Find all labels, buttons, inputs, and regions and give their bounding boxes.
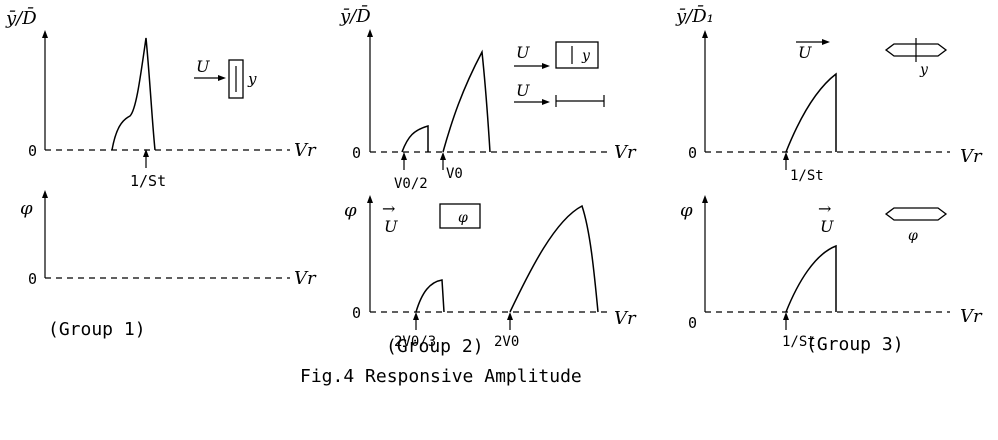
g3-bottom-marker-head — [783, 312, 789, 320]
g2-bottom-marker2-label: 2V0 — [494, 334, 519, 350]
g2-top-curve-large — [443, 52, 490, 152]
g2-rot-flow-arrow-label: → — [382, 199, 395, 218]
g3-rot-flow-label: U — [820, 217, 834, 236]
g2-bottom-marker1-head — [413, 312, 419, 320]
g3-top-marker-head — [783, 152, 789, 160]
g2-section-icon-1 — [556, 42, 598, 68]
group-1: ȳ/D̄ 0 Vr 1/St U y φ 0 Vr (Group 1) — [5, 6, 317, 340]
g1-top-ylabel: ȳ/D̄ — [5, 6, 37, 29]
g2-bottom-ylabel: φ — [344, 200, 357, 221]
g3-top-xlabel: Vr — [960, 146, 983, 167]
g1-group-label: (Group 1) — [48, 319, 146, 340]
g2-top-marker2-head — [440, 152, 446, 160]
g3-top-marker-label: 1/St — [790, 168, 824, 184]
g2-top-marker2-label: V0 — [446, 166, 463, 182]
g1-top-curve — [112, 38, 155, 150]
g2-top-marker1-label: V0/2 — [394, 176, 428, 192]
g3-bottom-ylabel: φ — [680, 200, 693, 221]
g1-top-origin: 0 — [28, 142, 37, 160]
g2-bottom-xlabel: Vr — [614, 308, 637, 329]
g2-top-marker1-head — [401, 152, 407, 160]
g3-top-curve — [786, 74, 836, 152]
g2-disp-label: y — [581, 48, 591, 64]
g1-top-y-arrow — [42, 30, 48, 38]
g1-bottom-origin: 0 — [28, 270, 37, 288]
g2-top-origin: 0 — [352, 144, 361, 162]
g1-top-marker-label: 1/St — [130, 172, 166, 190]
g2-flow-arrow-head-2 — [542, 99, 550, 105]
g1-disp-label: y — [247, 70, 257, 88]
g2-top-ylabel: ȳ/D̄ — [339, 4, 371, 27]
g1-bottom-xlabel: Vr — [294, 268, 317, 289]
group-3: ȳ/D̄₁ 0 Vr 1/St U y φ 0 Vr 1/St → U φ (G… — [675, 4, 983, 355]
g3-top-y-arrow — [702, 30, 708, 38]
g2-bottom-y-arrow — [367, 195, 373, 203]
g3-group-label: (Group 3) — [806, 334, 904, 355]
g2-bottom-curve-small — [416, 280, 444, 312]
g2-flow-label-2: U — [516, 81, 530, 100]
figure-caption: Fig.4 Responsive Amplitude — [300, 366, 582, 387]
g3-rot-label: φ — [908, 228, 918, 244]
g3-bottom-curve — [786, 246, 836, 312]
g3-top-ylabel: ȳ/D̄₁ — [675, 4, 714, 27]
g3-bottom-xlabel: Vr — [960, 306, 983, 327]
g3-rot-flow-arrow-label: → — [818, 199, 831, 218]
g2-group-label: (Group 2) — [386, 336, 484, 357]
group-2: ȳ/D̄ 0 Vr V0/2 V0 U y U φ 0 Vr — [339, 4, 637, 357]
g2-top-xlabel: Vr — [614, 142, 637, 163]
g2-top-curve-small — [402, 126, 428, 152]
g3-rot-section-icon — [886, 208, 946, 220]
g3-top-origin: 0 — [688, 144, 697, 162]
g3-flow-arrow-head — [822, 39, 830, 45]
g2-rot-label: φ — [458, 210, 468, 226]
g2-bottom-curve-large — [510, 206, 598, 312]
g1-bottom-y-arrow — [42, 190, 48, 198]
g1-top-xlabel: Vr — [294, 140, 317, 161]
g1-flow-arrow-head — [218, 75, 226, 81]
g1-flow-label: U — [196, 57, 210, 76]
g2-rot-flow-label: U — [384, 217, 398, 236]
g3-bottom-origin: 0 — [688, 314, 697, 332]
g2-top-y-arrow — [367, 29, 373, 37]
g2-bottom-marker2-head — [507, 312, 513, 320]
g3-flow-label: U — [798, 43, 812, 62]
g2-flow-arrow-head-1 — [542, 63, 550, 69]
g1-bottom-ylabel: φ — [20, 198, 33, 219]
g2-bottom-origin: 0 — [352, 304, 361, 322]
g2-flow-label-1: U — [516, 43, 530, 62]
g3-disp-label: y — [919, 62, 929, 78]
g3-bottom-y-arrow — [702, 195, 708, 203]
